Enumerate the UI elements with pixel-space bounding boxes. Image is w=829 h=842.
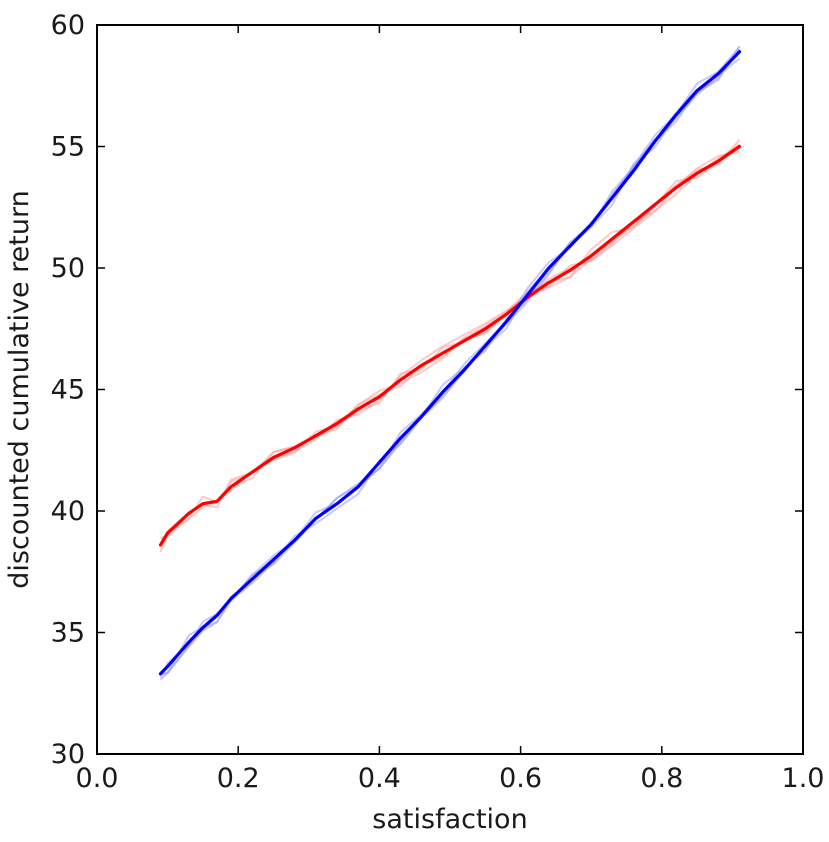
- series-0-run-2-line: [160, 139, 741, 540]
- series-1-line: [158, 50, 742, 676]
- x-tick-label: 0.4: [358, 763, 401, 794]
- x-tick-label: 0.6: [499, 763, 542, 794]
- x-tick-label: 0.0: [76, 763, 119, 794]
- series-0-line: [158, 144, 742, 547]
- y-axis-label: discounted cumulative return: [4, 190, 35, 588]
- y-tick-label: 35: [51, 618, 85, 649]
- y-tick-label: 50: [51, 253, 85, 284]
- x-tick-label: 0.2: [217, 763, 260, 794]
- y-tick-label: 60: [51, 10, 85, 41]
- tick-layer: 0.0 0.2 0.4 0.6 0.8 1.0 30 35 40 45 50 55 60: [51, 10, 825, 794]
- series-layer: [158, 50, 742, 676]
- x-tick-label: 1.0: [782, 763, 825, 794]
- x-tick-label: 0.8: [640, 763, 683, 794]
- y-tick-label: 40: [51, 496, 85, 527]
- series-0-run-3-line: [159, 150, 740, 553]
- y-tick-label: 45: [51, 375, 85, 406]
- y-tick-label: 55: [51, 132, 85, 163]
- x-axis-label: satisfaction: [372, 804, 527, 835]
- y-tick-label: 30: [51, 739, 85, 770]
